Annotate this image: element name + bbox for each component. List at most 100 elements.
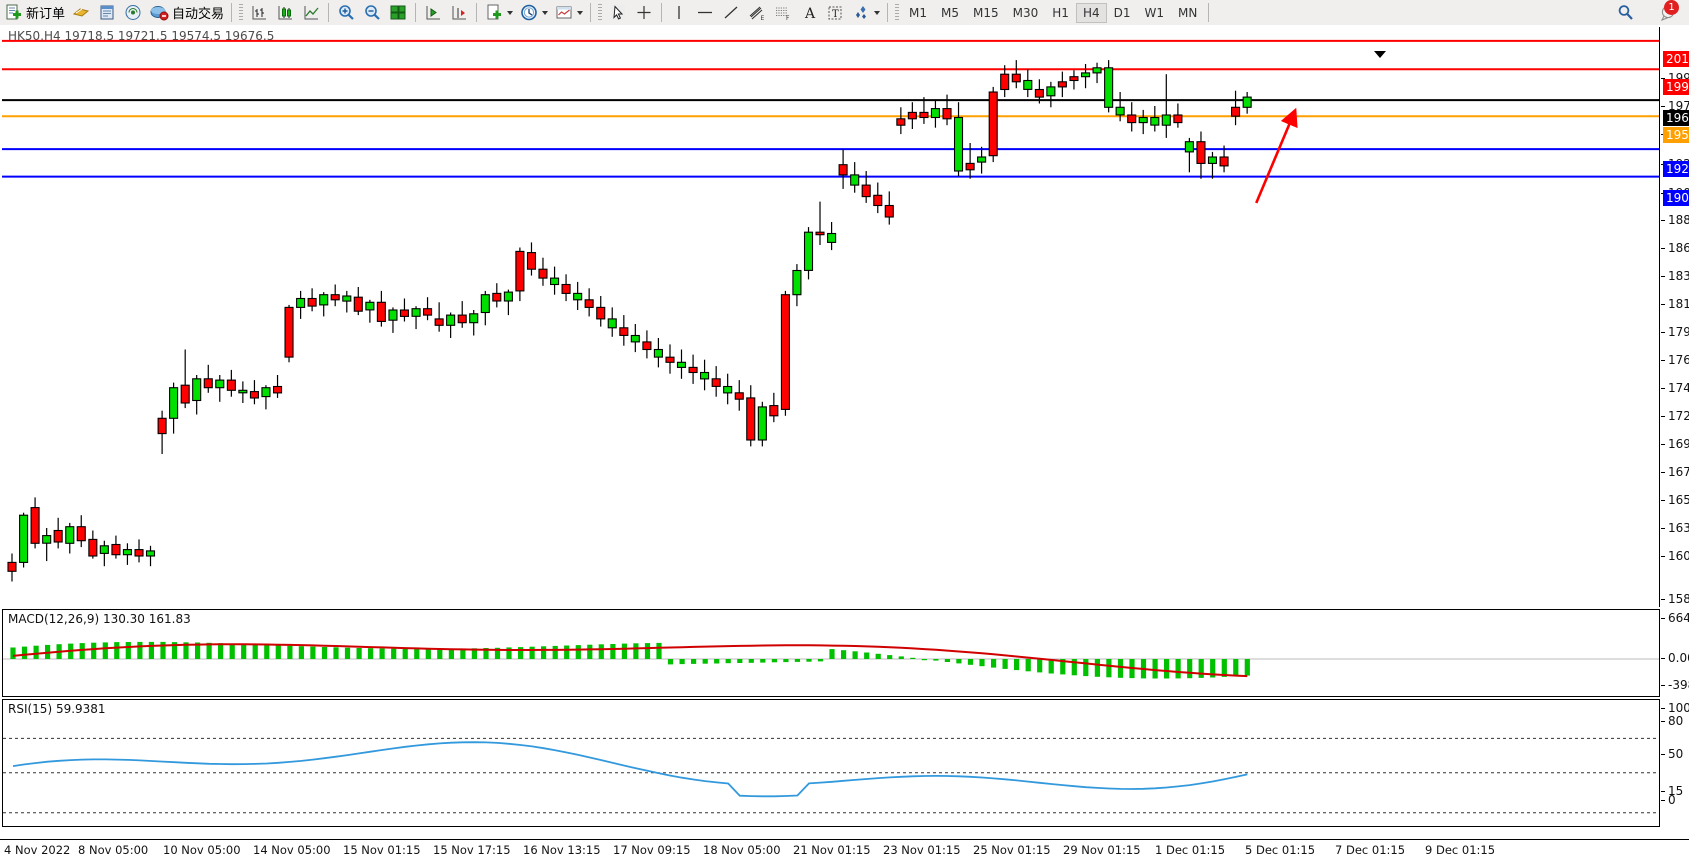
arrows-tool-button[interactable] (848, 1, 883, 24)
line-chart-icon (301, 3, 321, 22)
current-price-price-label[interactable]: 19676.5 (1663, 110, 1689, 126)
support-price-label[interactable]: 19292.3 (1663, 161, 1689, 177)
rsi-tick: 100 (1661, 701, 1689, 715)
candles-gold-icon (71, 3, 91, 22)
toolbar-separator (476, 3, 478, 22)
rsi-tick: 0 (1661, 793, 1676, 807)
time-tick: 4 Nov 2022 (4, 843, 71, 857)
rsi-label: RSI(15) 59.9381 (8, 702, 106, 716)
time-tick: 8 Nov 05:00 (78, 843, 149, 857)
bar-chart-button[interactable] (68, 1, 94, 24)
toolbar-separator (590, 3, 592, 22)
svg-text:A: A (804, 6, 816, 22)
macd-pane[interactable]: MACD(12,26,9) 130.30 161.83 (2, 609, 1660, 697)
timeframe-d1[interactable]: D1 (1113, 5, 1131, 20)
signal-wave-icon (123, 3, 143, 22)
timeframe-m30[interactable]: M30 (1012, 5, 1039, 20)
rsi-tick: 15 (1661, 784, 1683, 798)
price-tick: 18602.5 (1661, 241, 1689, 255)
terminal-button[interactable] (94, 1, 120, 24)
price-tick: 19753.0 (1661, 99, 1689, 113)
main-toolbar: 新订单 (0, 0, 1689, 26)
rsi-tick: 50 (1661, 747, 1683, 761)
timeframe-h4[interactable]: H4 (1075, 2, 1107, 23)
candlestick-icon (275, 3, 295, 22)
zoom-in-button[interactable] (333, 1, 359, 24)
price-tick: 15846.5 (1661, 592, 1689, 606)
price-axis[interactable]: 19987.019753.019525.519292.519058.518836… (1660, 27, 1689, 607)
rsi-pane[interactable]: RSI(15) 59.9381 (2, 699, 1660, 827)
tile-windows-icon (388, 3, 408, 22)
price-pane[interactable]: HK50,H4 19718.5 19721.5 19574.5 19676.5 (2, 27, 1660, 607)
candlestick-chart-type-button[interactable] (272, 1, 298, 24)
price-tick: 17686.0 (1661, 353, 1689, 367)
zoom-out-button[interactable] (359, 1, 385, 24)
price-tick: 17452.0 (1661, 381, 1689, 395)
time-tick: 23 Nov 01:15 (883, 843, 961, 857)
scroll-marker-icon[interactable] (1374, 51, 1386, 58)
price-tick: 16535.5 (1661, 493, 1689, 507)
timeframe-w1[interactable]: W1 (1144, 5, 1165, 20)
toolbar-grip[interactable] (598, 3, 603, 22)
timeframe-period-button[interactable] (516, 1, 551, 24)
new-order-button[interactable]: 新订单 (0, 1, 68, 24)
toolbar-grip[interactable] (895, 3, 900, 22)
support-price-label[interactable]: 19076.6 (1663, 190, 1689, 206)
line-chart-type-button[interactable] (298, 1, 324, 24)
pivot-price-label[interactable]: 19549.8 (1663, 127, 1689, 143)
vertical-line-tool-button[interactable] (666, 1, 692, 24)
templates-button[interactable] (551, 1, 586, 24)
chevron-down-icon[interactable] (874, 10, 881, 15)
time-tick: 9 Dec 01:15 (1425, 843, 1496, 857)
autotrade-button[interactable]: 自动交易 (146, 1, 227, 24)
crosshair-tool-button[interactable] (631, 1, 657, 24)
timeframe-m5[interactable]: M5 (941, 5, 960, 20)
new-chart-button[interactable] (481, 1, 516, 24)
timeframe-m1[interactable]: M1 (909, 5, 928, 20)
chevron-down-icon[interactable] (577, 10, 584, 15)
svg-text:F: F (786, 15, 790, 22)
resistance-price-label[interactable]: 20141.3 (1663, 51, 1689, 67)
trendline-tool-button[interactable] (718, 1, 744, 24)
tile-windows-button[interactable] (385, 1, 411, 24)
text-tool-button[interactable]: A (796, 1, 822, 24)
crosshair-icon (634, 3, 654, 22)
price-tick: 16074.0 (1661, 549, 1689, 563)
price-tick: 16997.0 (1661, 437, 1689, 451)
text-label-tool-button[interactable]: T (822, 1, 848, 24)
notifications-button[interactable]: 1 (1659, 0, 1681, 23)
chevron-down-icon[interactable] (542, 10, 549, 15)
toolbar-grip[interactable] (239, 3, 244, 22)
time-tick: 15 Nov 17:15 (433, 843, 511, 857)
toolbar-separator (887, 3, 889, 22)
horizontal-line-icon (695, 3, 715, 22)
new-order-icon (3, 3, 23, 22)
timeframe-m15[interactable]: M15 (973, 5, 999, 20)
terminal-window-icon (97, 3, 117, 22)
toolbar-separator (1208, 3, 1210, 22)
bar-chart-type-button[interactable] (246, 1, 272, 24)
equidistant-channel-tool-button[interactable]: E (744, 1, 770, 24)
cursor-tool-button[interactable] (605, 1, 631, 24)
timeframe-h1[interactable]: H1 (1052, 5, 1069, 20)
chart-shift-button[interactable] (420, 1, 446, 24)
chevron-down-icon[interactable] (507, 10, 514, 15)
time-axis[interactable]: 4 Nov 2022 8 Nov 05:00 10 Nov 05:00 14 Nov … (0, 839, 1689, 859)
signals-button[interactable] (120, 1, 146, 24)
zoom-out-icon (362, 3, 382, 22)
auto-scroll-button[interactable] (446, 1, 472, 24)
fibonacci-tool-button[interactable]: F (770, 1, 796, 24)
resistance-price-label[interactable]: 19918.6 (1663, 79, 1689, 95)
horizontal-line-tool-button[interactable] (692, 1, 718, 24)
time-tick: 15 Nov 01:15 (343, 843, 421, 857)
time-tick: 17 Nov 09:15 (613, 843, 691, 857)
search-icon (1618, 5, 1633, 20)
chart-canvas-area[interactable]: HK50,H4 19718.5 19721.5 19574.5 19676.5 … (0, 25, 1689, 859)
search-button[interactable] (1615, 2, 1637, 29)
new-chart-icon (484, 3, 504, 22)
svg-text:E: E (761, 15, 765, 22)
macd-chart-svg (3, 641, 1659, 679)
zoom-in-icon (336, 3, 356, 22)
toolbar-separator (231, 3, 233, 22)
timeframe-mn[interactable]: MN (1178, 5, 1198, 20)
